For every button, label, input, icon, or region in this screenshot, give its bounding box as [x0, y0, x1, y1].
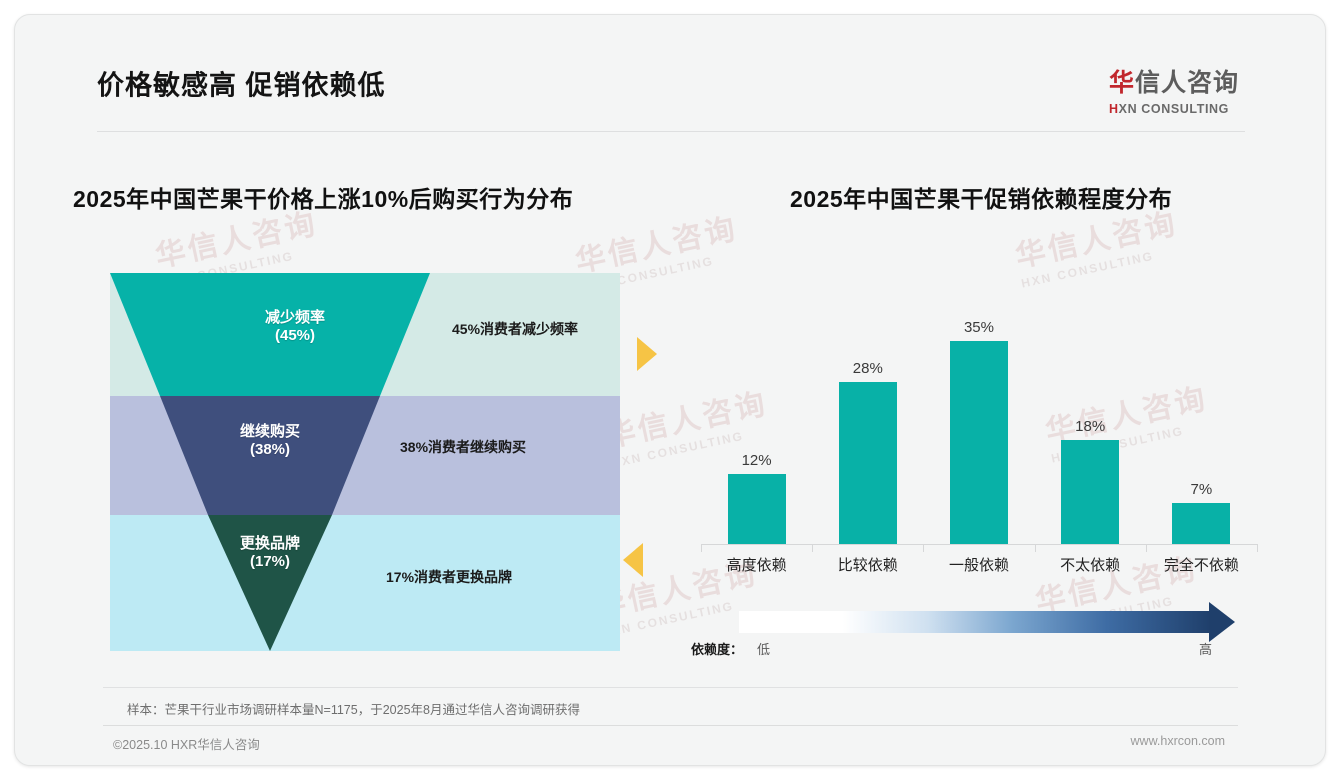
play-triangle-right-icon [637, 337, 657, 371]
page-title: 价格敏感高 促销依赖低 [97, 70, 386, 101]
bar-rect[interactable] [949, 341, 1008, 544]
bar-value-label: 12% [741, 452, 772, 469]
bar-rect[interactable] [727, 474, 786, 544]
bar-category-label: 一般依赖 [948, 557, 1009, 574]
arrow-head-icon [1209, 602, 1235, 642]
footer-copyright: ©2025.10 HXR华信人咨询 [113, 738, 260, 752]
left-panel-title: 2025年中国芒果干价格上涨10%后购买行为分布 [73, 186, 574, 212]
logo-english-accent: H [1109, 102, 1119, 116]
funnel-callout-2: 38%消费者继续购买 [400, 439, 527, 455]
bar-column[interactable]: 12% [701, 448, 812, 544]
funnel-segment-1-label: 减少频率 (45%) [264, 309, 325, 345]
legend-high-label: 高 [1199, 642, 1213, 657]
bar-category-label: 完全不依赖 [1163, 557, 1239, 574]
axis-tick [812, 544, 814, 552]
axis-tick [923, 544, 925, 552]
footnote-divider [103, 687, 1238, 688]
bar-chart-axis [701, 544, 1257, 545]
funnel-callout-1: 45%消费者减少频率 [452, 321, 579, 337]
bar-value-label: 7% [1190, 481, 1213, 498]
gradient-bar [739, 611, 1211, 633]
funnel-chart: 减少频率 (45%) 继续购买 (38%) 更换品牌 (17%) 45%消费者减少频率… [110, 273, 620, 651]
logo-chinese-accent: 华 [1109, 69, 1136, 97]
legend-caption: 依赖度： [691, 642, 744, 657]
slide-header: 价格敏感高 促销依赖低 华信人咨询 HXN CONSULTING [15, 15, 1325, 132]
funnel-band-3 [110, 515, 620, 651]
bar-rect[interactable] [1061, 440, 1120, 544]
bar-column[interactable]: 35% [923, 315, 1034, 544]
footer-divider [103, 725, 1238, 726]
right-panel-title: 2025年中国芒果干促销依赖程度分布 [790, 186, 1173, 212]
funnel-segment-2-label: 继续购买 (38%) [239, 423, 300, 459]
brand-logo: 华信人咨询 HXN CONSULTING [1109, 71, 1259, 117]
axis-tick [701, 544, 702, 552]
bar-column[interactable]: 7% [1146, 477, 1257, 544]
bar-category-label: 比较依赖 [837, 557, 898, 574]
funnel-segment-1 [110, 273, 430, 396]
axis-tick [1034, 544, 1036, 552]
funnel-segment-2 [160, 396, 380, 515]
bar-rect[interactable] [838, 382, 897, 544]
dependence-gradient-legend: 依赖度： 低 高 [691, 602, 1257, 663]
funnel-segment-3 [208, 515, 332, 651]
bar-column[interactable]: 28% [812, 356, 923, 544]
bar-category-label: 高度依赖 [726, 557, 787, 574]
legend-low-label: 低 [757, 642, 771, 657]
bar-category-label: 不太依赖 [1060, 557, 1121, 574]
funnel-segment-3-label: 更换品牌 (17%) [239, 535, 300, 571]
funnel-callout-3: 17%消费者更换品牌 [386, 569, 513, 585]
bar-column[interactable]: 18% [1035, 414, 1146, 544]
footnote: 样本：芒果干行业市场调研样本量N=1175，于2025年8月通过华信人咨询调研获… [127, 703, 580, 717]
logo-english: HXN CONSULTING [1109, 102, 1259, 116]
bar-value-label: 35% [963, 319, 994, 336]
dependence-bar-chart: 12% 28% 35% 18% 7% 高度依赖 比较依赖 一般依赖 不太依赖 完全不依赖 [701, 265, 1258, 585]
axis-tick [1257, 544, 1258, 552]
logo-english-rest: XN CONSULTING [1118, 102, 1229, 116]
bar-value-label: 18% [1075, 418, 1106, 435]
play-triangle-left-icon [623, 543, 643, 577]
logo-chinese-rest: 信人咨询 [1135, 69, 1240, 97]
footer-website: www.hxrcon.com [1130, 734, 1225, 748]
slide-canvas: 华信人咨询 HXN CONSULTING 华信人咨询 HXN CONSULTIN… [14, 14, 1326, 766]
logo-chinese: 华信人咨询 [1109, 71, 1259, 96]
funnel-shapes [110, 273, 620, 651]
bar-rect[interactable] [1172, 503, 1231, 544]
bar-value-label: 28% [852, 360, 883, 377]
axis-tick [1145, 544, 1147, 552]
header-divider [97, 131, 1245, 132]
